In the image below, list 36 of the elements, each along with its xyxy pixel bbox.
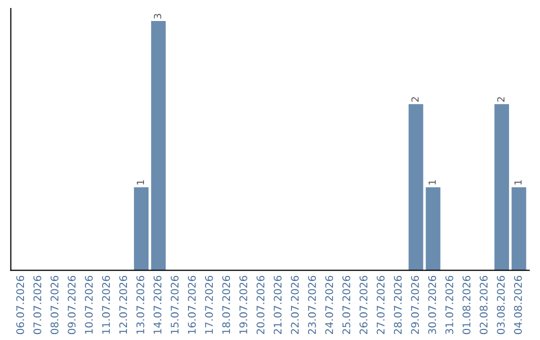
- x-tick-label: 29.07.2026: [411, 276, 419, 334]
- x-tick-label: 11.07.2026: [102, 276, 110, 334]
- x-tick-label: 03.08.2026: [496, 276, 505, 334]
- x-tick-label: 10.07.2026: [84, 276, 93, 334]
- x-tick-label: 20.07.2026: [256, 276, 264, 334]
- x-tick-label: 23.07.2026: [308, 276, 316, 334]
- x-tick-label: 22.07.2026: [290, 276, 299, 334]
- x-tick-label: 02.08.2026: [480, 276, 488, 334]
- x-tick-label: 12.07.2026: [119, 276, 128, 334]
- x-tick-label: 28.07.2026: [394, 276, 402, 334]
- x-tick-label: 31.07.2026: [445, 276, 454, 334]
- x-tick-label: 30.07.2026: [428, 276, 436, 334]
- x-tick-label: 16.07.2026: [188, 276, 196, 334]
- data-label: 1: [428, 180, 436, 184]
- x-tick-label: 15.07.2026: [170, 276, 179, 334]
- x-tick-label: 26.07.2026: [360, 276, 368, 334]
- x-tick-label: 25.07.2026: [342, 276, 350, 334]
- x-tick-label: 07.07.2026: [33, 276, 42, 334]
- data-label: 3: [154, 14, 162, 19]
- x-tick-label: 13.07.2026: [136, 276, 144, 334]
- data-label: 2: [411, 97, 419, 102]
- x-tick-label: 09.07.2026: [68, 276, 76, 334]
- x-tick-label: 17.07.2026: [205, 276, 213, 334]
- x-tick-label: 19.07.2026: [239, 276, 248, 334]
- x-tick-label: 27.07.2026: [376, 276, 385, 334]
- x-tick-label: 14.07.2026: [154, 276, 162, 334]
- x-tick-label: 04.08.2026: [514, 276, 522, 334]
- x-tick-label: 06.07.2026: [16, 276, 24, 334]
- x-tick-label: 01.08.2026: [462, 276, 470, 334]
- x-tick-label: 18.07.2026: [222, 276, 230, 334]
- data-label: 1: [514, 180, 522, 184]
- x-tick-label: 24.07.2026: [325, 276, 334, 334]
- data-label: 1: [136, 180, 144, 184]
- data-label: 2: [497, 97, 504, 102]
- x-tick-label: 21.07.2026: [274, 276, 282, 334]
- x-tick-label: 08.07.2026: [50, 276, 58, 334]
